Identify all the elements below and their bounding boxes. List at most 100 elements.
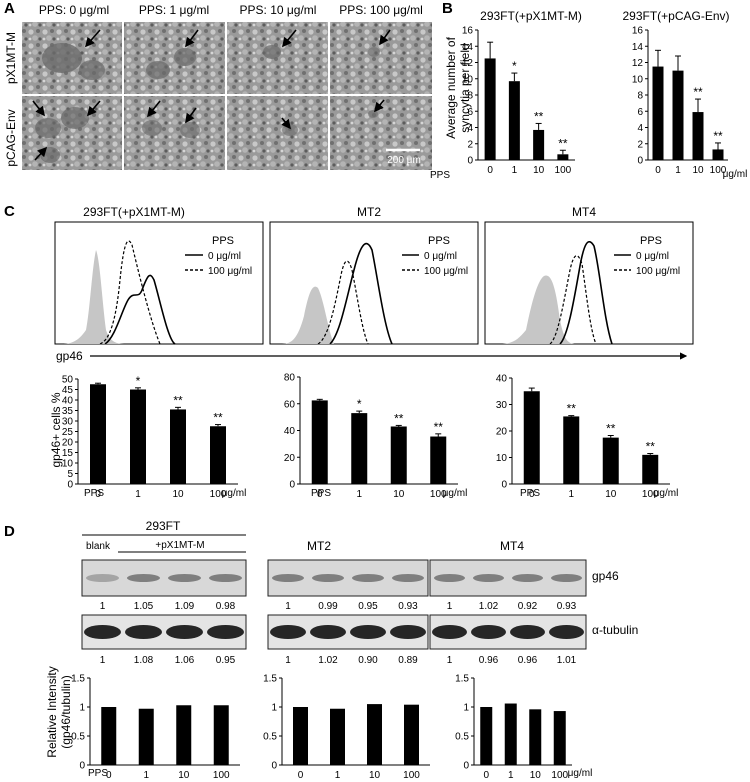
tubulin-band <box>390 625 426 639</box>
y-tick-label: 50 <box>62 375 74 386</box>
band-label-gp46: gp46 <box>592 569 619 583</box>
y-tick-label: 40 <box>62 396 74 407</box>
y-tick-label: 0 <box>501 480 507 491</box>
panel-label-c: C <box>4 203 15 220</box>
x-tick-label: 10 <box>369 770 381 781</box>
x-tick-label: 1 <box>135 489 141 500</box>
tubulin-band <box>270 625 306 639</box>
bar <box>504 703 517 765</box>
chart-d-mt2: 0 0.5 1 1.5 0 1 10 100 <box>263 674 430 781</box>
x-tick-label: 1 <box>508 770 514 781</box>
histogram-0: 293FT(+pX1MT-M) PPS 0 μg/ml 100 μg/ml <box>54 205 264 345</box>
y-tick-label: 1 <box>271 703 277 714</box>
chart-c-mt4: 0 10 20 30 40 0 ** 1 ** 10 ** 100 <box>496 374 670 500</box>
significance-mark: * <box>357 397 362 411</box>
y-tick-label: 10 <box>462 74 474 85</box>
tubulin-quant: 1 <box>100 655 106 666</box>
gp46-quant: 0.95 <box>358 601 378 612</box>
c-pps-label-1: PPS <box>311 488 331 499</box>
y-tick-label: 8 <box>467 91 473 102</box>
bar <box>311 400 328 484</box>
tubulin-band <box>471 625 506 639</box>
x-tick-label: 10 <box>533 165 545 176</box>
x-tick-label: 1 <box>512 165 518 176</box>
y-tick-label: 15 <box>62 448 74 459</box>
significance-mark: ** <box>173 393 183 407</box>
y-tick-label: 2 <box>467 139 473 150</box>
y-tick-label: 0.5 <box>263 732 277 743</box>
x-tick-label: 100 <box>403 770 420 781</box>
c-unit-1: μg/ml <box>443 488 468 499</box>
gp46-band <box>551 574 582 582</box>
x-tick-label: 0 <box>483 770 489 781</box>
y-tick-label: 5 <box>67 469 73 480</box>
gp46-quant: 0.93 <box>557 601 577 612</box>
x-tick-label: 0 <box>487 165 493 176</box>
y-tick-label: 80 <box>284 373 296 384</box>
significance-mark: ** <box>213 411 223 425</box>
y-tick-label: 0 <box>289 480 295 491</box>
tubulin-band <box>125 625 162 639</box>
legend-item-2-1: 100 μg/ml <box>636 266 680 277</box>
y-tick-label: 0 <box>79 761 85 772</box>
x-tick-label: 0 <box>317 489 323 500</box>
gp46-quant: 1.09 <box>175 601 195 612</box>
y-tick-label: 25 <box>62 427 74 438</box>
row-label-0: pX1MT-M <box>4 32 18 84</box>
gp46-quant: 1 <box>447 601 453 612</box>
significance-mark: ** <box>606 422 616 436</box>
gp46-axis-label: gp46 <box>56 349 83 363</box>
tubulin-quant: 1 <box>285 655 291 666</box>
y-tick-label: 0 <box>637 156 643 167</box>
x-tick-label: 10 <box>530 770 542 781</box>
tubulin-band <box>207 625 244 639</box>
bar <box>642 454 659 484</box>
c-pps-label-2: PPS <box>520 488 540 499</box>
x-tick-label: 10 <box>393 489 405 500</box>
c-pps-label: PPS <box>84 488 104 499</box>
y-tick-label: 4 <box>467 123 473 134</box>
chart-c-mt2: 0 20 40 60 80 0 * 1 ** 10 ** 100 <box>284 373 458 500</box>
tubulin-quant: 1.01 <box>557 655 577 666</box>
y-tick-label: 60 <box>284 399 296 410</box>
bar <box>692 112 704 160</box>
gp46-band <box>86 574 119 582</box>
bar <box>557 154 569 160</box>
bar <box>176 705 192 765</box>
d-title-1: MT2 <box>307 539 331 553</box>
tubulin-band <box>310 625 346 639</box>
bar <box>553 711 566 765</box>
y-tick-label: 1.5 <box>71 674 85 685</box>
d-ylabel-1: Relative Intensity <box>45 666 59 757</box>
gp46-band <box>209 574 242 582</box>
x-tick-label: 100 <box>430 489 447 500</box>
x-tick-label: 1 <box>568 489 574 500</box>
y-tick-label: 14 <box>462 42 474 53</box>
gp46-quant: 0.92 <box>518 601 538 612</box>
significance-mark: * <box>136 374 141 388</box>
bar <box>351 413 368 484</box>
micrograph-grid <box>22 22 432 170</box>
x-tick-label: 100 <box>555 165 572 176</box>
bar <box>563 416 580 484</box>
significance-mark: ** <box>693 85 703 99</box>
bar <box>90 384 106 484</box>
bar <box>712 149 724 160</box>
y-tick-label: 0 <box>271 761 277 772</box>
gp46-quant: 1.02 <box>479 601 499 612</box>
tubulin-band <box>350 625 386 639</box>
gp46-band <box>312 574 344 582</box>
bar <box>480 707 493 765</box>
tubulin-quant: 1 <box>447 655 453 666</box>
b-pps-label: PPS <box>430 170 450 181</box>
legend-item-1-0: 0 μg/ml <box>424 251 457 262</box>
gp46-band <box>473 574 504 582</box>
y-tick-label: 6 <box>637 107 643 118</box>
y-tick-label: 12 <box>632 58 644 69</box>
significance-mark: ** <box>434 420 444 434</box>
significance-mark: ** <box>558 136 568 150</box>
chart-title: 293FT(+pCAG-Env) <box>622 9 729 23</box>
tubulin-band <box>510 625 545 639</box>
bar <box>213 705 229 765</box>
gp46-band <box>168 574 201 582</box>
